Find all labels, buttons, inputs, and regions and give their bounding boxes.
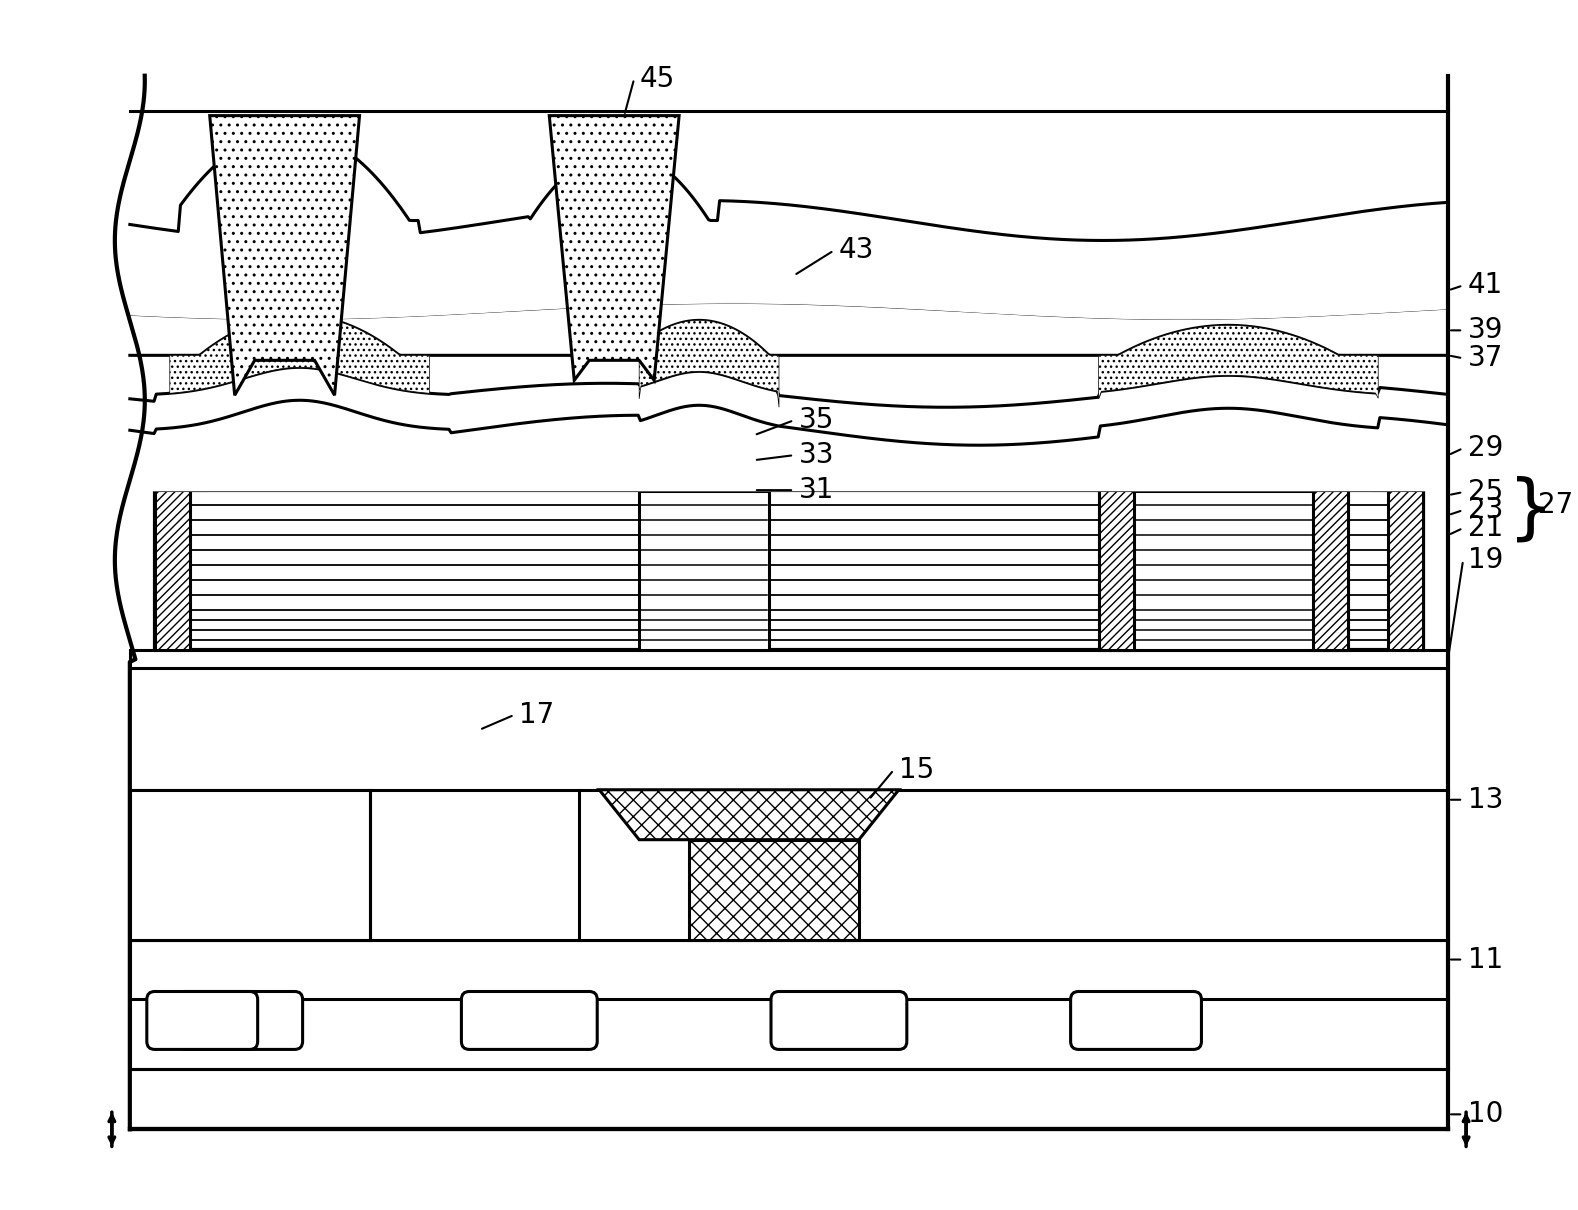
Text: 25: 25 xyxy=(1468,478,1504,506)
Polygon shape xyxy=(639,321,780,408)
Text: 29: 29 xyxy=(1468,434,1504,462)
Bar xyxy=(129,790,1449,940)
Text: 13: 13 xyxy=(1468,785,1504,814)
FancyBboxPatch shape xyxy=(772,991,907,1049)
Text: 33: 33 xyxy=(798,442,835,469)
Text: }: } xyxy=(1509,476,1554,544)
Polygon shape xyxy=(600,790,899,840)
Text: 19: 19 xyxy=(1468,546,1504,574)
Text: 41: 41 xyxy=(1468,271,1504,299)
Text: 27: 27 xyxy=(1539,491,1573,519)
Bar xyxy=(1373,460,1423,490)
Text: 15: 15 xyxy=(899,756,934,784)
Polygon shape xyxy=(210,116,360,396)
Text: 11: 11 xyxy=(1468,945,1504,974)
Polygon shape xyxy=(1098,325,1378,399)
FancyBboxPatch shape xyxy=(177,991,303,1049)
Bar xyxy=(690,840,858,940)
FancyBboxPatch shape xyxy=(461,991,596,1049)
Bar xyxy=(129,650,1449,668)
Bar xyxy=(639,460,768,490)
Text: 23: 23 xyxy=(1468,496,1504,524)
Bar xyxy=(129,940,1449,1070)
Polygon shape xyxy=(170,316,429,393)
Bar xyxy=(155,460,205,490)
FancyBboxPatch shape xyxy=(1070,991,1201,1049)
Bar xyxy=(129,790,369,940)
Bar xyxy=(1313,490,1348,650)
Bar xyxy=(155,490,189,650)
Text: 43: 43 xyxy=(839,236,874,265)
Bar xyxy=(639,491,768,650)
Text: 35: 35 xyxy=(798,407,835,434)
Bar xyxy=(1098,460,1348,490)
Bar xyxy=(1098,490,1133,650)
Bar xyxy=(1389,490,1423,650)
Text: 39: 39 xyxy=(1468,316,1504,345)
Text: 10: 10 xyxy=(1468,1100,1504,1129)
Text: 21: 21 xyxy=(1468,514,1504,542)
Text: 37: 37 xyxy=(1468,345,1504,373)
Text: 31: 31 xyxy=(798,477,835,505)
Text: 45: 45 xyxy=(639,64,674,93)
Bar xyxy=(155,490,1423,650)
Bar xyxy=(1098,491,1348,650)
Text: 17: 17 xyxy=(519,701,554,728)
FancyBboxPatch shape xyxy=(147,991,257,1049)
Polygon shape xyxy=(549,116,679,380)
